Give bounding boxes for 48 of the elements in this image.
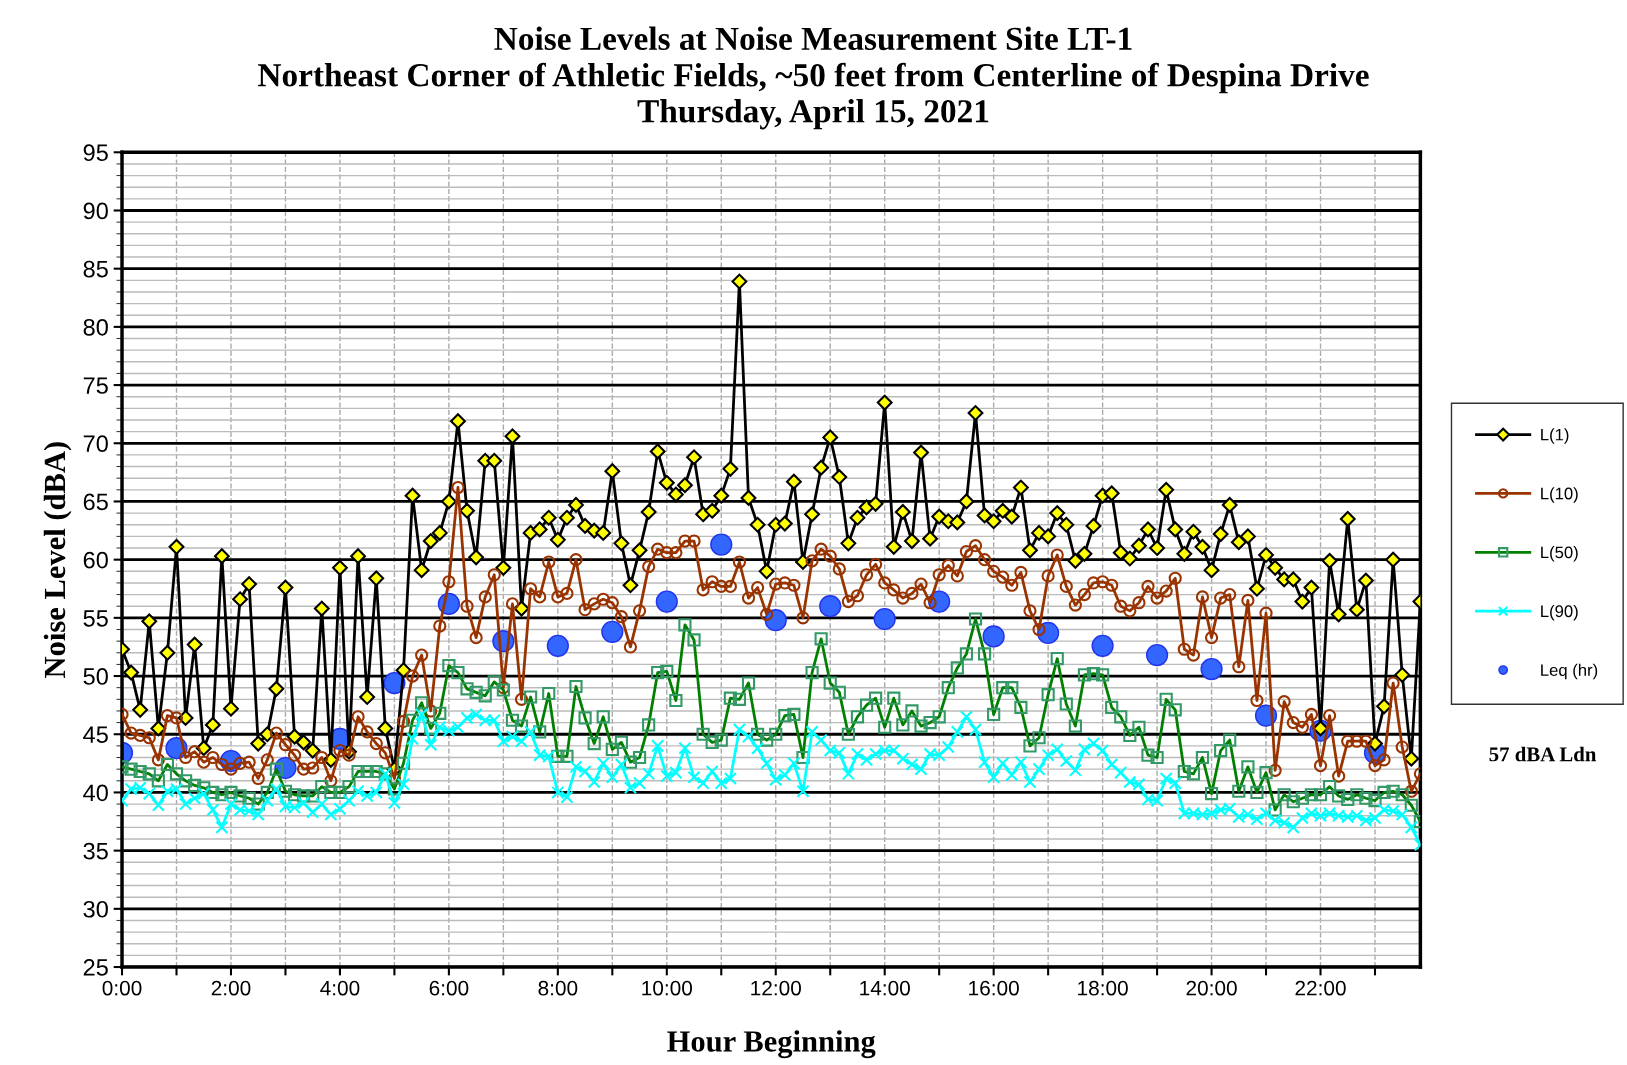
point	[819, 595, 842, 618]
y-tick-label: 30	[83, 900, 108, 918]
point	[1200, 657, 1223, 681]
point	[764, 609, 787, 632]
x-tick-label: 10:00	[642, 980, 693, 996]
y-tick-label: 90	[83, 202, 108, 220]
point	[1145, 643, 1169, 667]
chart-title: Noise Levels at Noise Measurement Site LT-1	[494, 26, 1132, 51]
y-tick-label: 75	[83, 377, 108, 394]
point	[655, 590, 678, 613]
x-tick-label: 18:00	[1078, 980, 1128, 996]
y-tick-label: 60	[83, 551, 108, 569]
x-tick-label: 8:00	[538, 980, 578, 996]
y-tick-label: 65	[83, 493, 108, 511]
x-tick-label: 0:00	[102, 980, 142, 996]
x-tick-label: 22:00	[1295, 980, 1346, 996]
x-tick-label: 12:00	[751, 980, 801, 996]
y-tick-label: 45	[83, 726, 108, 744]
y-tick-label: 35	[83, 842, 108, 860]
legend-label: L(1)	[1541, 428, 1569, 444]
y-tick-label: 85	[83, 260, 108, 278]
y-tick-label: 55	[83, 610, 108, 627]
legend-label: Leq (hr)	[1541, 663, 1598, 680]
y-tick-label: 40	[83, 784, 108, 802]
point	[873, 607, 896, 631]
point	[601, 620, 624, 643]
x-tick-label: 4:00	[320, 980, 360, 996]
y-tick-label: 25	[83, 959, 108, 976]
y-tick-label: 95	[83, 144, 108, 162]
chart-subtitle: Northeast Corner of Athletic Fields, ~50 feet from Centerline of Despina Drive Thursday, April 15, 2021	[258, 62, 1369, 130]
x-tick-label: 14:00	[860, 980, 910, 996]
y-tick-label: 50	[83, 668, 108, 685]
legend-label: L(50)	[1541, 546, 1578, 562]
x-tick-label: 2:00	[211, 980, 251, 996]
point	[1091, 634, 1114, 657]
x-tick-label: 6:00	[429, 980, 469, 996]
y-tick-label: 70	[83, 435, 108, 453]
x-axis-title: Hour Beginning	[667, 1030, 876, 1059]
legend-label: L(10)	[1541, 487, 1578, 503]
x-tick-label: 20:00	[1186, 980, 1237, 996]
text: 57 dBA Ldn	[1489, 746, 1597, 762]
y-tick-label: 80	[83, 318, 108, 336]
legend-label: L(90)	[1541, 604, 1578, 621]
point	[710, 533, 733, 556]
x-tick-label: 16:00	[969, 980, 1019, 996]
y-axis-title: Noise Level (dBA)	[43, 442, 72, 678]
point	[546, 634, 569, 657]
point	[982, 625, 1005, 648]
